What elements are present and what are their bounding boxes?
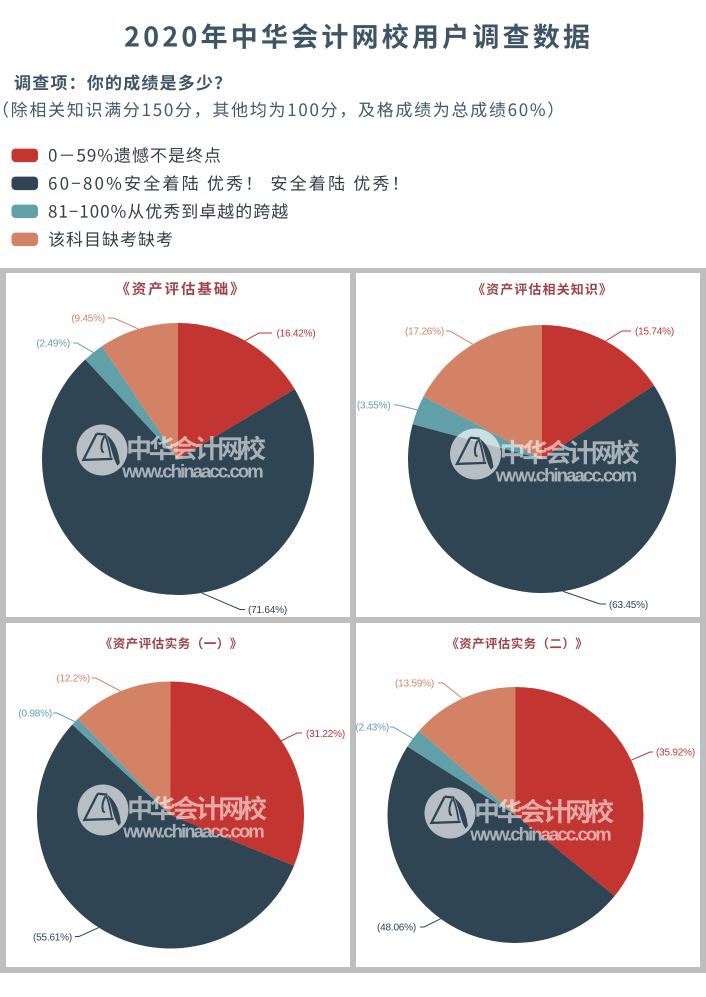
svg-text:(16.42%): (16.42%) — [277, 329, 316, 340]
svg-text:www.chinaacc.com: www.chinaacc.com — [469, 824, 611, 845]
svg-text:(3.55%): (3.55%) — [357, 401, 391, 412]
svg-text:(13.59%): (13.59%) — [395, 679, 434, 690]
svg-text:www.chinaacc.com: www.chinaacc.com — [121, 461, 263, 482]
svg-text:www.chinaacc.com: www.chinaacc.com — [495, 465, 637, 486]
svg-text:(31.22%): (31.22%) — [306, 729, 345, 740]
svg-text:(63.45%): (63.45%) — [609, 600, 648, 611]
svg-text:(55.61%): (55.61%) — [33, 933, 72, 944]
svg-text:(2.43%): (2.43%) — [355, 723, 389, 734]
svg-text:(48.06%): (48.06%) — [377, 923, 416, 934]
svg-text:(2.49%): (2.49%) — [36, 339, 70, 350]
svg-text:(15.74%): (15.74%) — [635, 327, 674, 338]
svg-text:(12.2%): (12.2%) — [56, 674, 90, 685]
svg-text:(71.64%): (71.64%) — [248, 605, 287, 616]
svg-text:www.chinaacc.com: www.chinaacc.com — [122, 821, 264, 842]
svg-text:(17.26%): (17.26%) — [405, 327, 444, 338]
svg-text:(35.92%): (35.92%) — [656, 748, 695, 759]
svg-text:(0.98%): (0.98%) — [18, 709, 52, 720]
svg-text:(9.45%): (9.45%) — [71, 314, 105, 325]
